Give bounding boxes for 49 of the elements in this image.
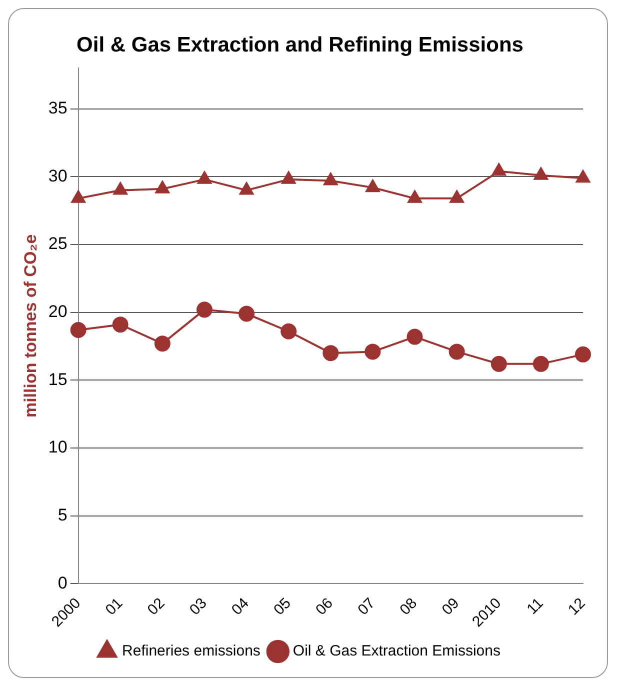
point — [196, 302, 212, 318]
y-axis-title: million tonnes of CO₂e — [20, 234, 40, 418]
x-tick-label: 07 — [354, 594, 378, 619]
chart-title: Oil & Gas Extraction and Refining Emissions — [76, 33, 524, 56]
y-tick-label: 30 — [48, 166, 68, 186]
point — [534, 167, 548, 180]
point — [324, 172, 338, 186]
x-tick-label: 04 — [228, 594, 252, 619]
x-tick-label: 06 — [312, 594, 336, 619]
x-tick-label: 05 — [270, 594, 294, 619]
point — [112, 316, 128, 333]
point — [490, 356, 507, 372]
point — [322, 345, 339, 362]
y-tick-label: 25 — [48, 234, 68, 254]
point — [197, 171, 212, 184]
point — [280, 323, 297, 340]
point — [239, 182, 254, 195]
point — [282, 171, 296, 184]
x-tick-label: 09 — [438, 594, 463, 619]
x-tick-label: 03 — [186, 594, 210, 619]
point — [575, 346, 591, 362]
x-tick-label: 12 — [564, 594, 589, 619]
point — [71, 190, 86, 203]
point — [492, 163, 506, 176]
x-tick-label: 11 — [524, 594, 547, 618]
legend-label: Refineries emissions — [122, 642, 260, 660]
point — [408, 190, 422, 203]
point — [448, 344, 465, 360]
point — [366, 180, 380, 192]
point — [70, 322, 86, 338]
x-tick-label: 08 — [396, 594, 421, 619]
point — [154, 336, 170, 352]
y-tick-label: 5 — [58, 506, 68, 525]
y-tick-label: 15 — [48, 370, 68, 389]
point — [576, 170, 590, 183]
x-tick-label: 02 — [144, 594, 168, 619]
point — [364, 344, 381, 360]
point — [532, 356, 549, 372]
legend-label: Oil & Gas Extraction Emissions — [292, 642, 500, 660]
point — [238, 306, 255, 322]
point — [450, 190, 464, 203]
y-tick-label: 35 — [48, 98, 68, 118]
x-tick-label: 01 — [102, 594, 126, 619]
point — [155, 180, 170, 194]
point — [113, 182, 128, 195]
y-tick-label: 20 — [48, 302, 68, 322]
y-tick-label: 0 — [58, 573, 68, 592]
y-tick-label: 10 — [48, 438, 68, 457]
point — [406, 328, 423, 345]
